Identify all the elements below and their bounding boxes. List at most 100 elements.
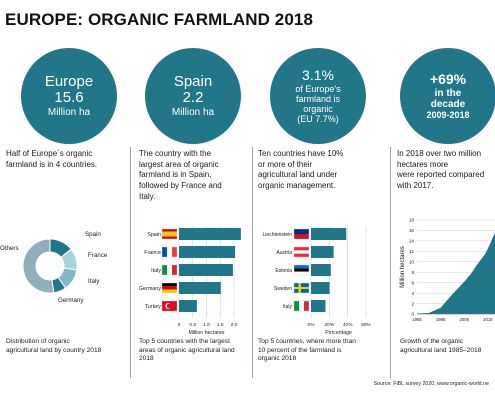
- category-label: Turkey: [145, 304, 162, 310]
- x-tick-label: 0%: [308, 322, 316, 328]
- bar1-caption: Top 5 countries with the largest areas o…: [139, 338, 251, 364]
- flag-stripe: [167, 265, 172, 275]
- flag-stripe: [294, 287, 309, 289]
- slice-label: Italy: [88, 278, 100, 285]
- bar: [311, 300, 326, 312]
- estonia-flag: [293, 264, 310, 276]
- x-axis-label: Percentage: [325, 330, 352, 336]
- circle-line: in the: [434, 87, 462, 99]
- bar: [179, 246, 236, 258]
- desc-line: largest area of organic: [139, 159, 219, 169]
- area-caption: Growth of the organic agricultural land …: [400, 338, 495, 355]
- caption-line: 2018: [139, 355, 154, 363]
- donut-chart: Spain France Italy Germany Others: [0, 231, 108, 304]
- flag-stripe: [172, 247, 177, 257]
- flag-stripe: [162, 283, 177, 287]
- spain-flag: [161, 228, 178, 240]
- flag-stripe: [304, 301, 309, 311]
- italy-flag: [293, 300, 310, 312]
- flag-border: [161, 300, 178, 312]
- flag-stripe: [294, 301, 299, 311]
- liechtenstein-flag: [293, 228, 310, 240]
- caption-line: agricultural land 1985–2018: [400, 346, 482, 354]
- europe-description: Half of Europe´s organic farmland is in …: [6, 149, 124, 170]
- x-tick-label: 60%: [361, 322, 371, 328]
- flag-border: [161, 246, 178, 258]
- growth-area-chart: 0 2 4 6 8 10 12 14 16 18 1985 1995 2005 2015 Million h…: [400, 218, 495, 322]
- caption-line: areas of organic agricultural land: [139, 346, 235, 354]
- y-axis-label: Million hectares: [400, 246, 406, 288]
- caption-line: 10 percent of the farmland is: [258, 346, 342, 354]
- circle-line: (EU 7.7%): [297, 113, 339, 124]
- desc-line: or more of their: [258, 159, 313, 169]
- flag-crescent: [166, 303, 172, 309]
- column-divider: [252, 147, 253, 378]
- turkey-flag: [161, 300, 178, 312]
- y-tick-label: 12: [409, 249, 415, 254]
- x-tick-label: 1995: [436, 317, 446, 322]
- area-fill: [417, 232, 495, 314]
- x-tick-label: 1.5: [217, 322, 224, 328]
- bar: [311, 264, 331, 276]
- x-tick-label: 2.0: [231, 322, 238, 328]
- donut-caption: Distribution of organic agricultural lan…: [6, 338, 124, 355]
- share-description: Ten countries have 10% or more of their …: [258, 149, 383, 192]
- caption-line: Top 5 countries, where more than: [258, 338, 356, 345]
- flag-border: [161, 282, 178, 294]
- flag-stripe: [294, 268, 309, 272]
- flag-border: [161, 264, 178, 276]
- circle-value: 15.6: [54, 89, 84, 107]
- caption-line: agricultural land by country 2018: [6, 346, 102, 354]
- flag-stripe: [294, 250, 309, 254]
- slice-label: Germany: [58, 297, 84, 304]
- x-tick-label: 1985: [412, 317, 422, 322]
- y-tick-label: 2: [411, 301, 414, 306]
- desc-line: farmland is in Spain,: [139, 170, 212, 180]
- sweden-flag: [293, 282, 310, 294]
- x-tick-label: 0: [178, 322, 181, 328]
- desc-line: with 2017.: [397, 180, 434, 190]
- spain-stat-circle: Spain 2.2 Million ha: [145, 48, 241, 144]
- circle-value: 2.2: [182, 89, 204, 107]
- desc-line: Ten countries have 10%: [258, 149, 344, 158]
- y-tick-label: 18: [409, 218, 415, 223]
- flag-border: [293, 300, 310, 312]
- flag-stripe: [162, 286, 177, 290]
- x-tick-label: 20%: [325, 322, 335, 328]
- desc-line: farmland is in 4 countries.: [6, 159, 98, 169]
- circle-growth: +69%: [429, 70, 467, 87]
- category-label: Liechtenstein: [263, 232, 293, 238]
- europe-stat-circle: Europe 15.6 Million ha: [21, 48, 117, 144]
- x-tick-label: 2005: [459, 317, 469, 322]
- caption-line: Distribution of organic: [6, 338, 70, 345]
- france-flag: [161, 246, 178, 258]
- flag-border: [293, 228, 310, 240]
- category-label: Spain: [147, 232, 161, 238]
- flag-stripe: [167, 247, 172, 257]
- desc-line: organic management.: [258, 180, 336, 190]
- caption-line: organic 2018: [258, 355, 297, 363]
- circle-share: 3.1%: [302, 67, 334, 83]
- slice-label: France: [88, 252, 108, 259]
- caption-line: Top 5 countries with the largest: [139, 338, 230, 345]
- bar: [179, 282, 221, 294]
- flag-stripe: [294, 234, 309, 239]
- italy-flag: [161, 264, 178, 276]
- y-tick-label: 10: [409, 259, 415, 264]
- y-tick-label: 8: [411, 270, 414, 275]
- circle-line: decade: [430, 98, 466, 110]
- y-tick-label: 6: [411, 280, 414, 285]
- bar: [311, 282, 330, 294]
- flag-stripe: [162, 265, 167, 275]
- flag-stripe: [172, 265, 177, 275]
- x-tick-label: 0.5: [189, 322, 196, 328]
- bar: [179, 228, 241, 240]
- flag-border: [293, 246, 310, 258]
- flag-stripe: [294, 271, 309, 275]
- germany-flag: [161, 282, 178, 294]
- desc-line: The country with the: [139, 149, 212, 158]
- bar: [311, 246, 334, 258]
- x-tick-label: 2015: [483, 317, 493, 322]
- x-axis-label: Million hectares: [188, 330, 224, 336]
- category-label: Italy: [151, 268, 161, 274]
